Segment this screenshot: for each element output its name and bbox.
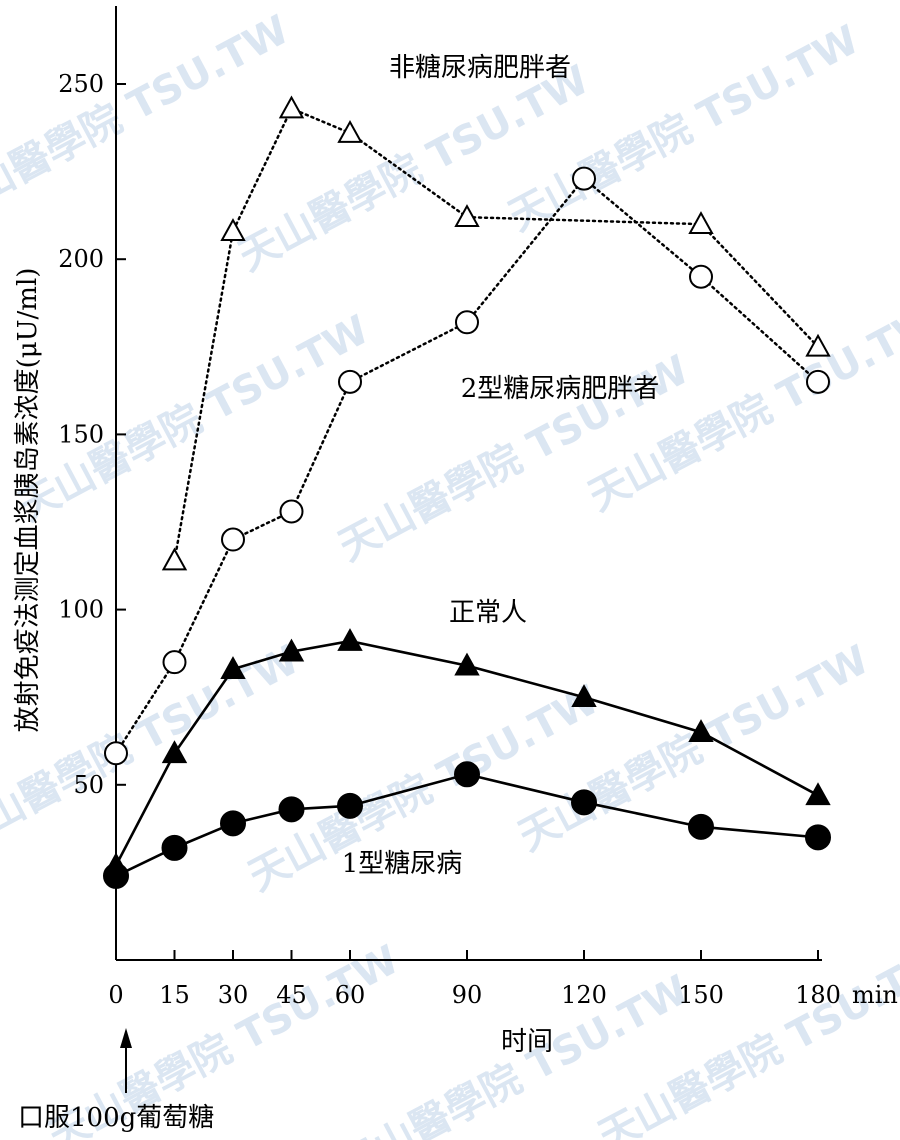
series-label-type1: 1型糖尿病 [342, 849, 463, 879]
data-point [220, 810, 246, 837]
watermark-text: 天山醫學院 TSU.TW [11, 307, 376, 530]
data-point [221, 527, 245, 552]
data-point [454, 761, 480, 788]
data-point [571, 684, 597, 707]
glucose-arrow-head [120, 1028, 132, 1048]
x-tick-label: 15 [159, 981, 190, 1009]
series-label-type2-obese: 2型糖尿病肥胖者 [461, 374, 660, 404]
data-point [337, 792, 363, 819]
data-point [279, 499, 304, 524]
data-point [103, 862, 129, 889]
data-point [161, 547, 188, 571]
x-tick-label: 150 [678, 981, 724, 1009]
data-point [689, 264, 713, 289]
y-tick-label: 50 [73, 771, 104, 799]
text-labels: min 时间 放射免疫法测定血浆胰岛素浓度(μU/ml) 非糖尿病肥胖者 2型糖… [13, 53, 898, 1133]
data-point [220, 218, 246, 241]
series-label-nondiabetic-obese: 非糖尿病肥胖者 [389, 53, 571, 83]
y-ticks: 50 100 150 200 250 [58, 70, 126, 799]
x-axis-title: 时间 [501, 1027, 553, 1057]
data-point [455, 310, 479, 335]
series-0 [161, 95, 831, 571]
y-tick-label: 100 [58, 596, 104, 624]
y-tick-label: 200 [58, 245, 104, 273]
x-tick-label: 0 [108, 981, 123, 1009]
data-point [161, 740, 188, 764]
y-axis-title: 放射免疫法测定血浆胰岛素浓度(μU/ml) [13, 268, 43, 733]
watermark-text: 天山醫學院 TSU.TW [501, 17, 866, 240]
x-tick-label: 120 [561, 981, 607, 1009]
glucose-annotation: 口服100g葡萄糖 [18, 1103, 214, 1133]
data-point [688, 813, 714, 840]
data-point [278, 796, 305, 823]
y-tick-label: 150 [58, 420, 104, 448]
data-point [805, 782, 831, 806]
data-point [806, 369, 830, 394]
x-ticks: 0 15 30 45 60 90 120 150 180 [108, 950, 841, 1009]
data-point [161, 834, 188, 861]
series-1 [104, 166, 830, 766]
data-point [454, 204, 480, 227]
data-point [337, 119, 363, 143]
data-point [805, 333, 831, 357]
series-label-normal: 正常人 [449, 598, 527, 628]
data-point [688, 719, 714, 743]
series-3 [103, 761, 831, 889]
data-point [337, 628, 363, 651]
data-point [454, 652, 480, 676]
data-point [572, 166, 596, 191]
x-tick-label: 45 [276, 981, 307, 1009]
x-tick-label: 90 [452, 981, 483, 1009]
data-point [805, 824, 831, 851]
watermark-text: 天山醫學院 TSU.TW [0, 637, 306, 860]
data-point [338, 369, 362, 394]
x-unit-label: min [852, 981, 898, 1009]
series-layer [103, 95, 831, 889]
watermark-text: 天山醫學院 TSU.TW [231, 57, 596, 280]
x-tick-label: 60 [335, 981, 366, 1009]
data-point [104, 741, 128, 766]
data-point [571, 789, 597, 816]
data-point [162, 650, 187, 675]
x-tick-label: 180 [795, 981, 841, 1009]
data-point [220, 656, 246, 679]
y-tick-label: 250 [58, 70, 104, 98]
data-point [278, 638, 305, 662]
data-point [688, 211, 714, 234]
watermark-text: 天山醫學院 TSU.TW [0, 7, 296, 230]
data-point [278, 95, 305, 119]
x-tick-label: 30 [218, 981, 249, 1009]
